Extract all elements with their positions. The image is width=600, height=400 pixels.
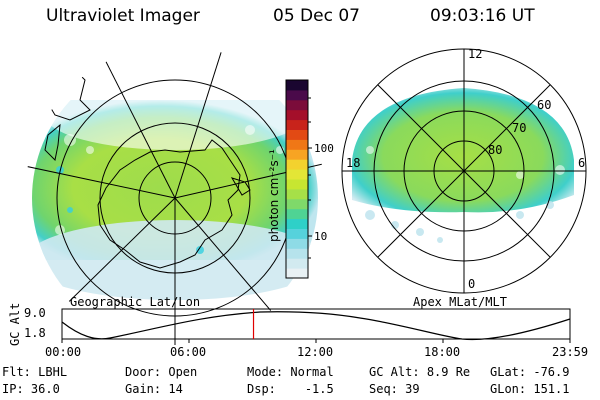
colorbar-cell — [286, 89, 308, 101]
mlt-label-6: 6 — [578, 156, 586, 170]
mlat-label-70: 70 — [512, 121, 527, 135]
meridian-line — [25, 164, 176, 199]
colorbar-cell — [286, 159, 308, 170]
antarctica-coastline — [97, 139, 241, 269]
colorbar-cell — [286, 99, 308, 111]
info-dsp: Dsp: -1.5 — [247, 382, 334, 396]
info-glat: GLat: -76.9 — [490, 365, 570, 379]
meridian-line — [174, 45, 226, 199]
mlat-label-60: 60 — [537, 98, 552, 112]
mlat-label-80: 80 — [488, 143, 503, 157]
colorbar-cell — [286, 169, 308, 180]
info-ip: IP: 36.0 — [2, 382, 60, 396]
colorbar-cell — [286, 268, 308, 279]
magnetic-polar-plot — [341, 48, 587, 294]
coastline — [44, 123, 61, 162]
colorbar-cell — [286, 228, 308, 239]
colorbar-cell — [286, 80, 308, 91]
mlt-label-12: 12 — [468, 47, 483, 61]
meridian-line — [94, 45, 176, 199]
mlt-line — [377, 84, 551, 258]
info-gc-alt: GC Alt: 8.9 Re — [369, 365, 471, 379]
colorbar-cell — [286, 139, 308, 150]
colorbar-cell — [286, 129, 308, 140]
orbit-plot — [61, 308, 571, 343]
colorbar-cell — [286, 198, 308, 210]
info-gain: Gain: 14 — [125, 382, 183, 396]
instrument-title: Ultraviolet Imager — [46, 6, 200, 26]
colorbar-units-label: photon cm⁻²s⁻¹ — [267, 149, 281, 242]
info-mode: Mode: Normal — [247, 365, 334, 379]
colorbar-cell — [286, 218, 308, 229]
colorbar-cell — [286, 149, 308, 160]
aurora-emission-right — [352, 88, 574, 213]
orbit-xtick-0600: 06:00 — [170, 345, 207, 359]
colorbar-cell — [286, 248, 308, 259]
orbit-ylabel: GC Alt — [8, 302, 22, 346]
orbit-ytick-bottom: 1.8 — [24, 326, 46, 340]
colorbar-tick-100: 100 — [314, 142, 334, 155]
altitude-curve — [61, 311, 571, 341]
info-door: Door: Open — [125, 365, 198, 379]
orbit-xtick-0000: 00:00 — [45, 345, 82, 359]
colorbar-cell — [286, 119, 308, 130]
orbit-xtick-2359: 23:59 — [552, 345, 589, 359]
image-time: 09:03:16 UT — [430, 6, 535, 26]
mlt-label-18: 18 — [346, 156, 361, 170]
info-seq: Seq: 39 — [369, 382, 420, 396]
image-date: 05 Dec 07 — [273, 6, 360, 26]
geographic-map — [25, 45, 325, 345]
colorbar-cell — [286, 238, 308, 249]
info-filter: Flt: LBHL — [2, 365, 68, 379]
right-panel-label: Apex MLat/MLT — [413, 295, 507, 309]
mlt-label-0: 0 — [468, 277, 476, 291]
orbit-ytick-top: 9.0 — [24, 306, 46, 320]
colorbar-cell — [286, 258, 308, 269]
info-glon: GLon: 151.1 — [490, 382, 570, 396]
colorbar-tick-10: 10 — [314, 230, 327, 243]
orbit-xtick-1800: 18:00 — [424, 345, 461, 359]
orbit-xtick-1200: 12:00 — [297, 345, 334, 359]
coastline — [230, 177, 251, 196]
colorbar-cell — [286, 188, 308, 200]
colorbar-cell — [286, 208, 308, 220]
meridian-line — [174, 159, 325, 199]
left-panel-label: Geographic Lat/Lon — [70, 295, 201, 309]
colorbar: 100 10 photon cm⁻²s⁻¹ — [267, 79, 334, 279]
colorbar-cell — [286, 109, 308, 121]
colorbar-cell — [286, 179, 308, 190]
